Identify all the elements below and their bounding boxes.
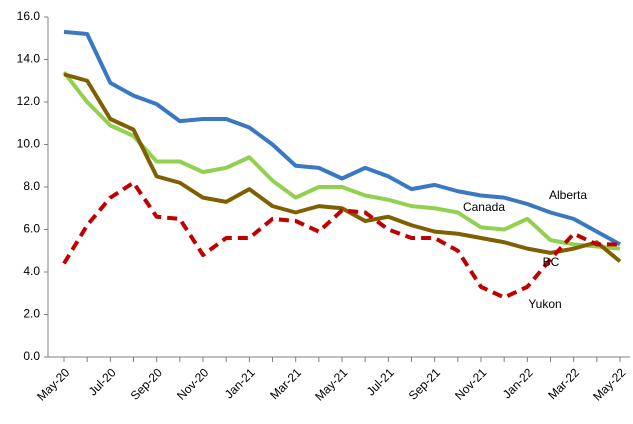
series-label: BC bbox=[543, 255, 560, 269]
y-tick-label: 0.0 bbox=[23, 349, 40, 363]
x-tick-label: Nov-21 bbox=[452, 365, 489, 402]
x-tick-label: Jul-20 bbox=[86, 365, 119, 398]
x-tick-label: Jul-21 bbox=[364, 365, 397, 398]
line-series bbox=[63, 72, 622, 263]
x-tick-label: Sep-20 bbox=[128, 365, 165, 402]
y-tick-label: 10.0 bbox=[17, 137, 41, 151]
x-tick-label: Mar-21 bbox=[267, 365, 304, 402]
series-label: Canada bbox=[463, 200, 505, 214]
x-tick-label: Jan-22 bbox=[500, 365, 536, 401]
y-tick-label: 6.0 bbox=[23, 222, 40, 236]
x-tick-label: May-22 bbox=[590, 365, 628, 403]
y-tick-label: 2.0 bbox=[23, 307, 40, 321]
x-tick-label: Sep-21 bbox=[406, 365, 443, 402]
x-tick-label: Jan-21 bbox=[222, 365, 258, 401]
series-label: Yukon bbox=[528, 297, 561, 311]
line-series bbox=[63, 29, 621, 247]
y-tick-label: 14.0 bbox=[17, 52, 41, 66]
x-tick-label: May-21 bbox=[312, 365, 350, 403]
series-label: Alberta bbox=[549, 188, 587, 202]
x-tick-label: May-20 bbox=[34, 365, 72, 403]
x-tick-label: Mar-22 bbox=[545, 365, 582, 402]
y-tick-label: 12.0 bbox=[17, 94, 41, 108]
y-tick-label: 8.0 bbox=[23, 179, 40, 193]
y-tick-label: 4.0 bbox=[23, 264, 40, 278]
x-tick-label: Nov-20 bbox=[174, 365, 211, 402]
line-series bbox=[62, 71, 621, 251]
y-tick-label: 16.0 bbox=[17, 9, 41, 23]
line-series bbox=[62, 180, 620, 300]
